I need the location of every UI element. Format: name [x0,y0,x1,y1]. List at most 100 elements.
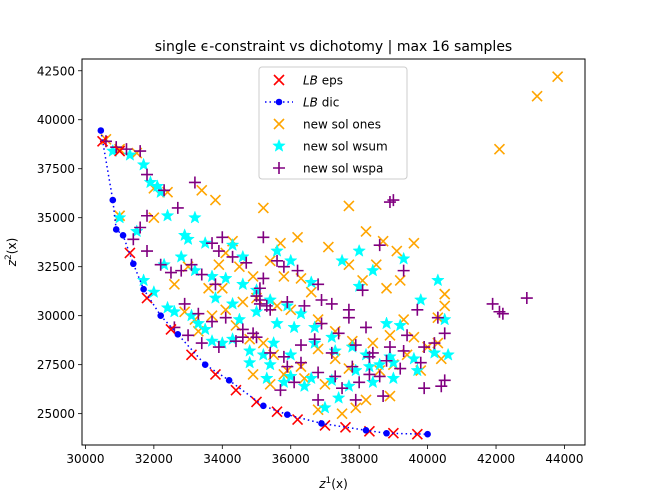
point-marker [237,296,249,308]
point-marker [366,346,379,359]
point-marker [294,339,307,352]
point-marker [418,382,431,395]
legend-label: new sol ones [303,118,381,132]
point-marker [230,384,242,396]
point-marker [486,297,499,310]
point-marker [229,335,242,348]
point-marker [305,286,317,298]
x-tick-label: 30000 [66,452,104,466]
point-marker [394,362,407,375]
point-marker [188,176,201,189]
point-marker [264,346,277,359]
point-marker [281,360,294,373]
point-marker [384,329,396,341]
point-marker [348,363,363,377]
point-marker [216,231,229,244]
point-marker [257,202,269,214]
point-marker [185,258,198,271]
point-marker [329,370,342,383]
point-marker [165,323,177,335]
point-marker [195,268,208,281]
plot-frame [81,58,586,446]
point-marker [225,237,240,251]
point-marker [413,292,428,306]
point-marker [188,210,202,224]
point-marker [325,346,338,359]
point-marker [383,341,396,354]
point-marker [428,337,441,350]
point-marker [242,355,257,369]
point-marker [439,288,451,300]
point-marker [283,369,298,383]
point-marker [312,393,325,406]
point-marker [277,350,290,363]
point-marker [342,311,355,324]
point-marker [319,378,331,390]
lb-dic-line [100,130,428,435]
point-marker [362,427,370,434]
point-marker [287,320,302,334]
point-marker [493,143,506,155]
series-lb-eps [96,135,423,440]
point-marker [198,235,213,250]
point-marker [292,413,304,426]
point-marker [288,376,301,389]
point-marker [356,284,369,297]
x-tick-label: 34000 [203,452,241,466]
point-marker [232,312,247,326]
point-marker [112,226,120,233]
point-marker [360,394,372,406]
point-marker [257,272,270,285]
point-marker [427,345,442,359]
point-marker [372,357,387,371]
point-marker [250,290,263,303]
legend-marker [275,98,283,106]
point-marker [277,375,291,389]
point-marker [274,384,287,397]
x-tick-label: 42000 [477,452,515,466]
point-marker [225,296,240,310]
point-marker [160,208,175,222]
point-marker [438,327,451,340]
point-marker [424,430,431,438]
point-marker [349,339,362,352]
point-marker [520,292,533,305]
point-marker [294,356,307,369]
legend-label: LB dic [303,96,339,110]
x-tick-label: 36000 [272,452,310,466]
point-marker [410,363,425,377]
point-marker [154,258,167,271]
point-marker [353,376,366,389]
point-marker [312,366,325,379]
point-marker [168,321,181,334]
point-marker [304,275,319,289]
point-marker [441,347,455,361]
point-marker [264,255,276,267]
point-marker [174,330,182,338]
y-tick-label: 30000 [37,309,75,323]
point-marker [336,382,349,395]
point-marker [150,179,165,193]
point-marker [324,330,339,344]
point-marker [226,250,239,263]
data-marks [96,71,564,440]
point-marker [195,337,208,350]
point-marker [136,273,151,287]
point-marker [431,311,444,324]
legend-item: new sol wspa [273,162,383,176]
point-marker [414,356,427,369]
x-tick-label: 32000 [135,452,173,466]
point-marker [209,278,222,291]
point-marker [393,318,408,332]
point-marker [377,390,390,403]
point-marker [168,278,180,290]
y-tick-label: 32500 [37,260,75,274]
point-marker [209,194,222,206]
point-marker [185,349,198,361]
legend-item: new sol wsum [272,138,388,154]
series-new-sol-wsum [105,143,455,414]
point-marker [148,212,160,224]
point-marker [312,278,325,291]
point-marker [141,168,154,181]
point-marker [407,351,421,365]
